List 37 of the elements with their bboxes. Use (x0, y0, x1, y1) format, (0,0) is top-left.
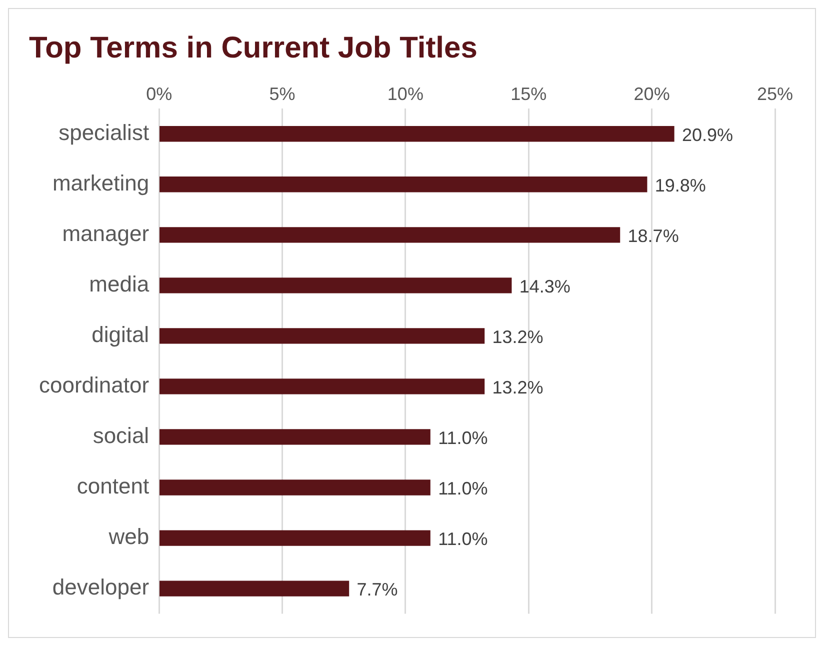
x-tick-label: 0% (146, 84, 172, 104)
y-tick-label: media (89, 271, 150, 296)
bar (159, 378, 485, 394)
y-tick-label: specialist (58, 120, 150, 145)
data-label: 18.7% (628, 226, 679, 246)
bar (159, 278, 512, 294)
bar (159, 176, 648, 192)
x-tick-label: 10% (387, 84, 424, 104)
y-tick-label: coordinator (38, 372, 150, 398)
y-tick-label: web (108, 524, 150, 550)
bar (159, 580, 350, 596)
data-label: 19.8% (654, 175, 706, 196)
x-tick-label: 5% (269, 84, 296, 104)
y-tick-label: manager (62, 220, 150, 246)
data-label: 11.0% (438, 528, 488, 549)
bar (159, 227, 620, 243)
data-label: 14.3% (519, 276, 570, 296)
y-tick-label: social (92, 423, 150, 448)
data-label: 20.9% (682, 124, 734, 145)
x-tick-label: 25% (756, 84, 794, 104)
data-label: 11.0% (438, 428, 488, 448)
data-label: 13.2% (492, 377, 544, 398)
data-label: 13.2% (492, 326, 544, 347)
x-tick-label: 20% (634, 84, 670, 104)
y-tick-label: marketing (52, 170, 150, 196)
chart-title: Top Terms in Current Job Titles (29, 31, 478, 64)
data-label: 11.0% (438, 478, 488, 498)
y-tick-label: content (76, 474, 150, 499)
bar (159, 126, 674, 142)
bar (159, 429, 430, 445)
y-tick-label: developer (52, 574, 150, 600)
bar (159, 328, 485, 344)
data-label: 7.7% (356, 580, 398, 600)
bar (159, 530, 430, 546)
x-tick-label: 15% (510, 84, 547, 104)
bar (159, 480, 430, 496)
y-tick-label: digital (92, 322, 150, 348)
